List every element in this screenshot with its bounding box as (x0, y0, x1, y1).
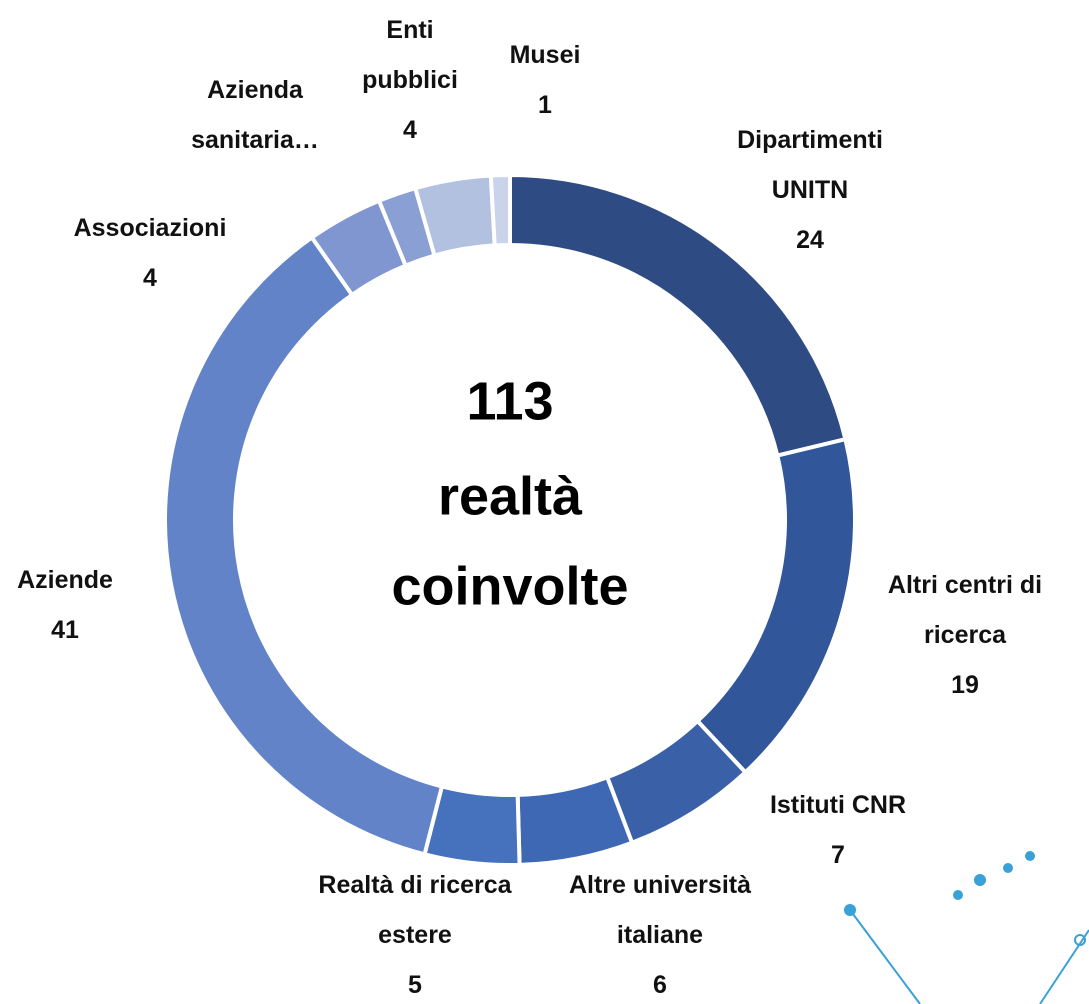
donut-slice (491, 175, 510, 245)
value-label: 4 (40, 253, 260, 303)
category-label: Realtà di ricerca estere (315, 860, 515, 960)
donut-slice (165, 238, 442, 855)
value-label: 24 (705, 215, 915, 265)
category-label: Dipartimenti UNITN (705, 115, 915, 215)
center-text: realtà (438, 466, 583, 526)
donut-slice (698, 439, 855, 772)
category-label: Altre università italiane (545, 860, 775, 960)
category-label: Associazioni (40, 203, 260, 253)
value-label: 1 (495, 80, 595, 130)
center-text: 113 (466, 371, 553, 431)
data-label: Azienda sanitaria… (165, 65, 345, 165)
category-label: Musei (495, 30, 595, 80)
value-label: 41 (0, 605, 130, 655)
category-label: Azienda sanitaria… (165, 65, 345, 165)
category-label: Aziende (0, 555, 130, 605)
center-text: coinvolte (391, 556, 628, 616)
category-label: Enti pubblici (350, 5, 470, 105)
value-label: 6 (545, 960, 775, 1004)
chart: 113 realtà coinvolte Dipartimenti UNITN24 A… (0, 0, 1089, 1004)
category-label: Istituti CNR (728, 780, 948, 830)
value-label: 4 (350, 105, 470, 155)
value-label: 5 (315, 960, 515, 1004)
value-label: 19 (865, 660, 1065, 710)
category-label: Altri centri di ricerca (865, 560, 1065, 660)
